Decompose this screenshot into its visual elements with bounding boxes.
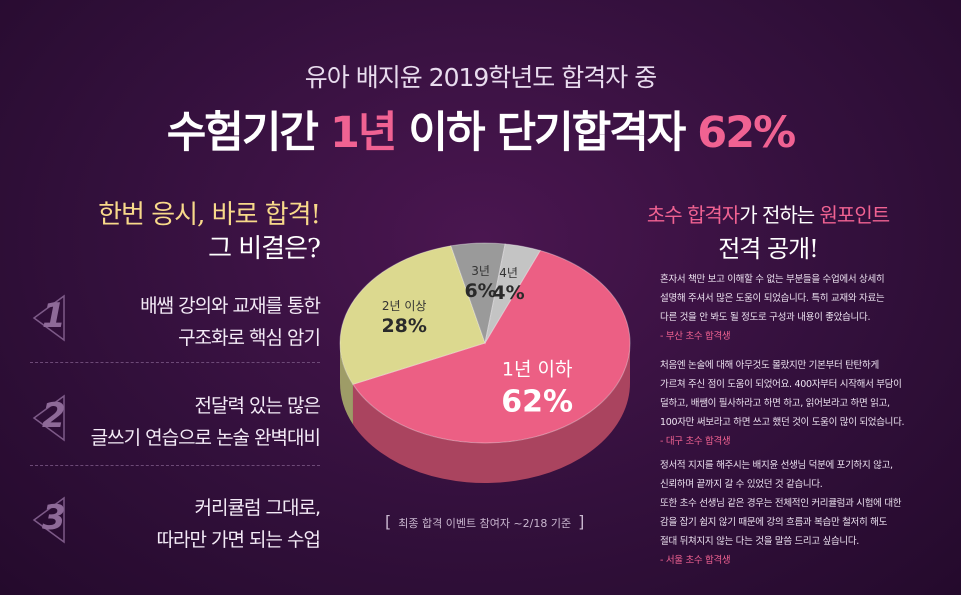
- step-number: 3: [42, 498, 66, 538]
- step-number: 2: [42, 396, 66, 436]
- divider: [30, 465, 320, 466]
- testimonial-line: 다른 것을 안 봐도 될 정도로 구성과 내용이 좋았습니다.: [660, 312, 871, 323]
- testimonial-2: 처음엔 논술에 대해 아무것도 몰랐지만 기본부터 탄탄하게 가르쳐 주신 점이…: [660, 356, 930, 451]
- pie-slice: [484, 243, 541, 344]
- step-2: 2 전달력 있는 많은 글쓰기 연습으로 논술 완벽대비: [30, 368, 330, 468]
- pie-slice-label: 1년 이하: [502, 359, 573, 381]
- testimonial-3: 정서적 지지를 해주시는 배지윤 선생님 덕분에 포기하지 않고, 신뢰하며 끝…: [660, 456, 930, 570]
- pie-slice-label: 4년: [499, 266, 518, 280]
- pie-slice-value: 6%: [464, 280, 496, 302]
- pie-slice-value: 62%: [501, 385, 573, 420]
- testimonial-line: 혼자서 책만 보고 이해할 수 없는 부분들을 수업에서 상세히: [660, 274, 885, 285]
- headline-highlight-2: 62%: [697, 108, 796, 158]
- step-text-line-1: 전달력 있는 많은: [194, 395, 321, 417]
- pie-chart: 1년 이하 62% 2년 이상 28% 3년 6%4년 4%: [339, 242, 631, 483]
- step-text-line-2: 글쓰기 연습으로 논술 완벽대비: [90, 427, 321, 449]
- page-subtitle: 유아 배지윤 2019학년도 합격자 중: [304, 63, 657, 92]
- testimonial-line: 절대 뒤쳐지지 않는 다는 것을 말씀 드리고 싶습니다.: [660, 536, 859, 547]
- right-title-pink-2: 원포인트: [819, 203, 891, 227]
- step-text-line-1: 배쌤 강의와 교재를 통한: [140, 295, 321, 317]
- testimonial-author: - 서울 초수 합격생: [660, 555, 731, 566]
- step-text: 커리큘럼 그대로, 따라만 가면 되는 수업: [156, 492, 321, 556]
- pie-slice-value: 28%: [381, 315, 426, 337]
- pie-slice: [352, 249, 631, 444]
- step-number: 1: [42, 296, 66, 336]
- right-title-pink-1: 초수 합격자: [646, 203, 740, 227]
- testimonial-line: 덜하고, 배쌤이 필사하라고 하면 하고, 읽어보라고 하면 읽고,: [660, 398, 890, 409]
- right-title-line-2: 전격 공개!: [718, 235, 819, 263]
- pie-slice-label: 3년: [471, 264, 490, 278]
- step-text: 배쌤 강의와 교재를 통한 구조화로 핵심 암기: [140, 290, 321, 354]
- left-title-line-1: 한번 응시, 바로 합격!: [98, 200, 321, 230]
- step-arrow-icon: [32, 294, 65, 342]
- step-3: 3 커리큘럼 그대로, 따라만 가면 되는 수업: [30, 470, 330, 570]
- page-headline: 수험기간 1년 이하 단기합격자 62%: [0, 98, 961, 160]
- pie-slice: [339, 245, 486, 385]
- pie-slice-side: [352, 343, 630, 483]
- pie-slice-value: 4%: [492, 282, 524, 304]
- right-title: 초수 합격자가 전하는 원포인트 전격 공개!: [618, 198, 918, 266]
- note-bracket-open: [: [385, 512, 392, 531]
- step-text-line-2: 구조화로 핵심 암기: [178, 327, 321, 349]
- testimonial-author: - 대구 초수 합격생: [660, 436, 731, 447]
- note-text: 최종 합격 이벤트 참여자 ~2/18 기준: [398, 517, 572, 530]
- headline-middle: 이하 단기합격자: [395, 108, 698, 158]
- testimonial-line: 설명해 주셔서 많은 도움이 되었습니다. 특히 교재와 자료는: [660, 293, 885, 304]
- testimonial-line: 신뢰하며 끝까지 갈 수 있었던 것 같습니다.: [660, 479, 823, 490]
- pie-slice-side: [340, 343, 353, 425]
- divider: [30, 362, 320, 363]
- left-title-line-2: 그 비결은?: [208, 234, 321, 264]
- note-bracket-close: ]: [578, 512, 585, 531]
- testimonial-1: 혼자서 책만 보고 이해할 수 없는 부분들을 수업에서 상세히 설명해 주셔서…: [660, 270, 930, 346]
- step-1: 1 배쌤 강의와 교재를 통한 구조화로 핵심 암기: [30, 268, 330, 368]
- left-title: 한번 응시, 바로 합격! 그 비결은?: [40, 198, 321, 266]
- step-text-line-2: 따라만 가면 되는 수업: [156, 529, 321, 551]
- testimonial-line: 100자만 써보라고 하면 쓰고 했던 것이 도움이 많이 되었습니다.: [660, 417, 905, 428]
- step-arrow-icon: [32, 496, 65, 544]
- testimonial-line: 정서적 지지를 해주시는 배지윤 선생님 덕분에 포기하지 않고,: [660, 460, 893, 471]
- right-title-white: 가 전하는: [739, 203, 820, 227]
- testimonial-author: - 부산 초수 합격생: [660, 331, 731, 342]
- step-arrow-icon: [32, 394, 65, 442]
- testimonial-line: 또한 초수 선생님 같은 경우는 전체적인 커리큘럼과 시험에 대한: [660, 498, 902, 509]
- testimonial-line: 가르쳐 주신 점이 도움이 되었어요. 400자부터 시작해서 부담이: [660, 379, 902, 390]
- pie-slice-label: 2년 이상: [382, 299, 427, 313]
- testimonial-line: 감을 잡기 쉽지 않기 때문에 강의 흐름과 복습만 철저히 해도: [660, 517, 888, 528]
- headline-prefix: 수험기간: [166, 108, 330, 158]
- pie-slice: [450, 242, 506, 345]
- chart-note: [ 최종 합격 이벤트 참여자 ~2/18 기준 ]: [385, 512, 584, 531]
- testimonial-line: 처음엔 논술에 대해 아무것도 몰랐지만 기본부터 탄탄하게: [660, 360, 879, 371]
- step-text: 전달력 있는 많은 글쓰기 연습으로 논술 완벽대비: [90, 390, 321, 454]
- step-text-line-1: 커리큘럼 그대로,: [194, 497, 321, 519]
- headline-highlight-1: 1년: [329, 108, 397, 158]
